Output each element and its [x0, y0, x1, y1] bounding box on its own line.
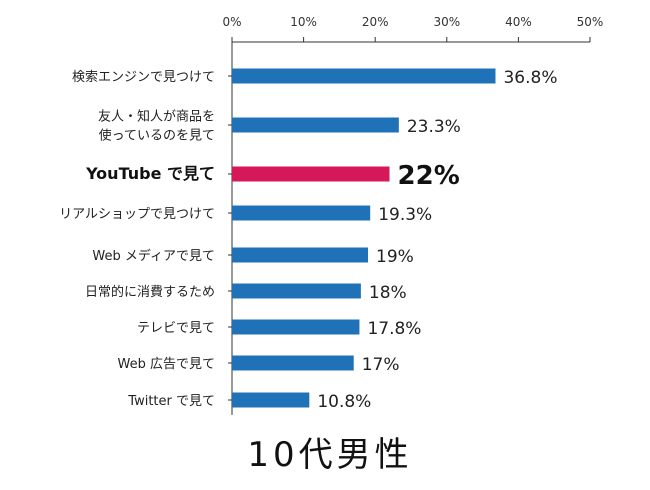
- category-label: テレビで見て: [137, 321, 215, 336]
- category-label: 日常的に消費するため: [85, 284, 215, 300]
- value-label: 19.3%: [378, 205, 432, 225]
- x-tick-label: 30%: [433, 15, 460, 29]
- category-label: 検索エンジンで見つけて: [72, 70, 215, 85]
- category-label: Twitter で見て: [127, 394, 215, 409]
- x-tick-label: 50%: [577, 15, 604, 29]
- category-label: リアルショップで見つけて: [59, 207, 215, 222]
- value-label: 17%: [362, 355, 400, 375]
- bar: [232, 319, 360, 335]
- bar: [232, 392, 310, 408]
- bar: [232, 247, 369, 263]
- bar: [232, 283, 361, 299]
- bar: [232, 355, 354, 371]
- category-label: YouTube で見て: [85, 164, 215, 183]
- x-tick-label: 20%: [362, 15, 389, 29]
- bar-highlight: [232, 166, 390, 182]
- value-label: 17.8%: [367, 319, 421, 339]
- value-label: 22%: [398, 161, 460, 191]
- category-label: 使っているのを見て: [99, 128, 215, 144]
- value-label: 18%: [369, 283, 407, 303]
- bar: [232, 117, 399, 133]
- x-tick-label: 0%: [222, 15, 241, 29]
- bar: [232, 68, 496, 84]
- category-label: Web 広告で見て: [118, 357, 215, 372]
- category-label: 友人・知人が商品を: [98, 109, 215, 125]
- chart-caption: 10代男性: [247, 435, 412, 475]
- category-label: Web メディアで見て: [92, 248, 215, 264]
- value-label: 23.3%: [407, 117, 461, 137]
- x-tick-label: 10%: [290, 15, 317, 29]
- value-label: 36.8%: [503, 68, 557, 88]
- x-tick-label: 40%: [505, 15, 532, 29]
- value-label: 19%: [376, 247, 414, 267]
- bar: [232, 205, 371, 221]
- value-label: 10.8%: [317, 392, 371, 412]
